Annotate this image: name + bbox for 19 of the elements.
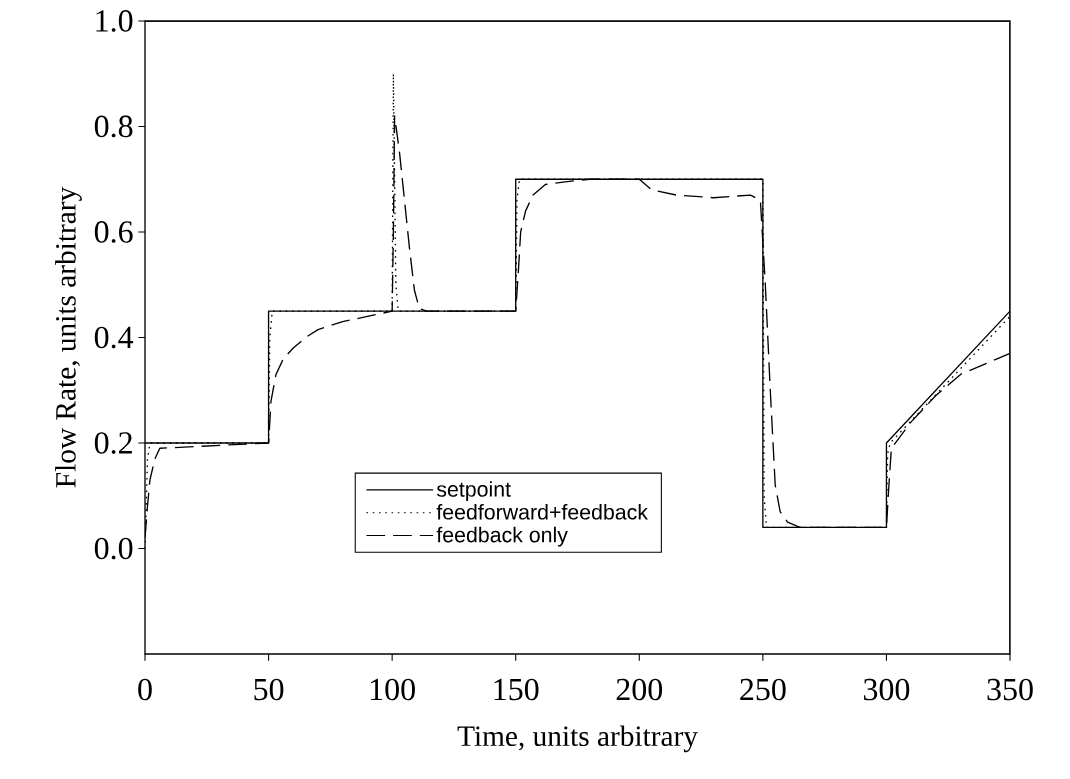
x-tick-label: 250 xyxy=(740,678,786,701)
x-tick-label: 300 xyxy=(863,678,910,701)
y-axis-title: Flow Rate, units arbitrary xyxy=(55,186,82,488)
legend-label: feedback only xyxy=(436,526,568,547)
x-tick-label: 200 xyxy=(616,678,663,701)
x-tick-label: 350 xyxy=(987,678,1033,701)
x-tick-label: 100 xyxy=(370,678,415,701)
y-tick-label: 0.0 xyxy=(94,537,133,560)
y-tick-label: 0.8 xyxy=(94,115,133,138)
legend-label: feedforward+feedback xyxy=(436,503,649,520)
y-tick-label: 0.2 xyxy=(94,432,132,454)
x-axis-title: Time, units arbitrary xyxy=(457,725,698,753)
x-tick-label: 0 xyxy=(138,678,152,701)
x-tick-label: 150 xyxy=(494,678,539,701)
y-tick-label: 1.0 xyxy=(96,10,133,32)
y-tick-label: 0.6 xyxy=(94,221,133,243)
x-tick-label: 50 xyxy=(254,678,284,701)
legend-label: setpoint xyxy=(436,481,511,502)
y-tick-label: 0.4 xyxy=(94,326,134,349)
